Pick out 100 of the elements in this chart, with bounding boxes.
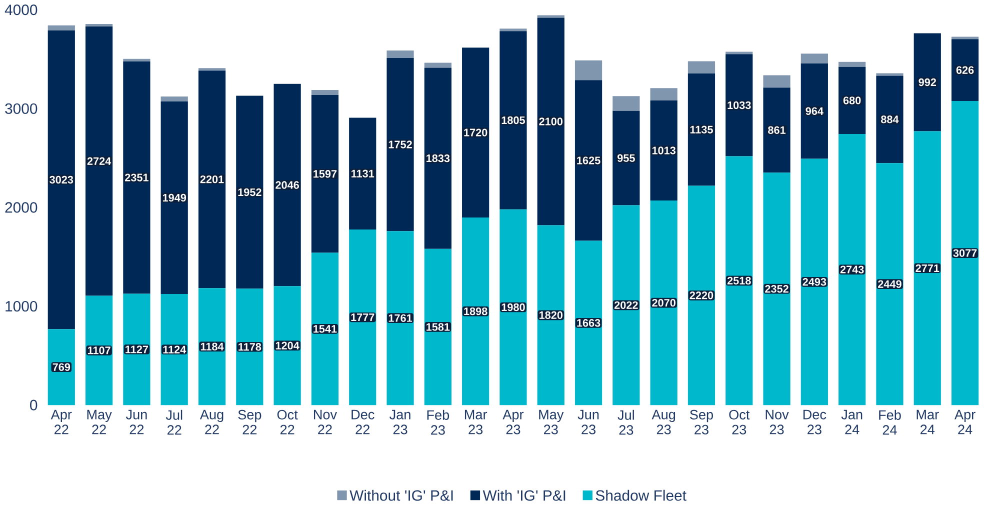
x-tick-label: Jan 24 xyxy=(841,410,862,434)
x-tick-label: Jul 22 xyxy=(166,410,182,435)
data-label: 861 xyxy=(768,126,786,134)
x-tick-label: Feb 24 xyxy=(879,410,901,435)
data-label: 3077 xyxy=(953,249,977,257)
data-label: 1033 xyxy=(728,101,751,110)
data-label: 626 xyxy=(956,66,974,74)
bar xyxy=(914,33,941,132)
x-tick-label: May 22 xyxy=(87,410,112,434)
bar xyxy=(612,96,640,111)
x-tick-label: Jul 23 xyxy=(618,410,634,435)
bar xyxy=(650,88,678,100)
bar xyxy=(763,172,790,406)
bar xyxy=(48,329,75,406)
data-label: 884 xyxy=(881,115,899,124)
bar xyxy=(274,286,301,406)
data-label: 680 xyxy=(843,96,861,104)
bar xyxy=(386,50,414,58)
x-tick-label: May 23 xyxy=(539,410,564,434)
x-tick-label: Jun 23 xyxy=(578,410,599,434)
data-label: 2771 xyxy=(916,264,940,272)
bar xyxy=(48,25,75,30)
data-label: 2449 xyxy=(878,280,902,288)
bar xyxy=(424,68,452,249)
bar xyxy=(876,76,904,164)
data-label: 1980 xyxy=(502,303,525,312)
data-label: 2201 xyxy=(200,175,224,184)
x-tick-label: Aug 22 xyxy=(200,410,224,434)
data-label: 2220 xyxy=(690,291,714,300)
bar xyxy=(688,73,716,186)
data-label: 1833 xyxy=(426,154,450,162)
bar xyxy=(236,288,264,406)
bar xyxy=(650,100,678,200)
bar xyxy=(160,294,188,406)
bar xyxy=(688,61,716,74)
data-label: 2100 xyxy=(539,118,563,126)
legend-label: With 'IG' P&I xyxy=(482,490,566,501)
bar xyxy=(500,31,527,210)
bar xyxy=(800,158,828,406)
data-label: 1952 xyxy=(238,188,262,196)
bar xyxy=(800,54,828,64)
x-tick-label: Oct 22 xyxy=(277,410,298,434)
bar xyxy=(612,110,640,206)
data-label: 955 xyxy=(617,154,635,162)
bar xyxy=(951,36,979,40)
y-tick-label: 2000 xyxy=(5,202,38,213)
data-label: 1949 xyxy=(162,194,186,202)
bar xyxy=(800,63,828,159)
x-tick-label: Sep 23 xyxy=(690,410,713,434)
x-tick-label: Mar 24 xyxy=(916,410,939,434)
bar xyxy=(574,80,602,241)
data-label: 1720 xyxy=(464,128,488,136)
data-label: 1541 xyxy=(314,325,337,333)
bar xyxy=(311,252,339,406)
data-label: 1805 xyxy=(502,116,525,124)
data-label: 1178 xyxy=(238,342,262,351)
x-tick-label: Sep 22 xyxy=(238,410,262,434)
bar xyxy=(612,205,640,406)
data-label: 2724 xyxy=(87,157,112,165)
bar xyxy=(274,84,301,286)
x-tick-label: Mar 23 xyxy=(464,410,488,434)
bar xyxy=(763,88,790,173)
data-label: 2351 xyxy=(125,174,148,182)
bar xyxy=(123,294,150,406)
data-label: 3023 xyxy=(50,176,74,184)
x-tick-label: Jun 22 xyxy=(126,410,147,434)
bar xyxy=(198,288,226,406)
data-label: 1761 xyxy=(388,314,412,322)
bar xyxy=(85,296,113,406)
bar xyxy=(349,118,376,230)
x-tick-label: Oct 23 xyxy=(729,410,750,434)
data-label: 2743 xyxy=(840,266,864,274)
bar xyxy=(876,163,904,406)
bar xyxy=(123,61,150,294)
bar xyxy=(311,94,339,253)
data-label: 2070 xyxy=(652,298,676,307)
data-label: 1013 xyxy=(652,146,676,154)
bar xyxy=(537,225,564,406)
bar xyxy=(914,131,941,406)
data-label: 992 xyxy=(918,78,936,86)
data-label: 1663 xyxy=(577,318,600,327)
y-tick-label: 1000 xyxy=(6,300,38,312)
bar xyxy=(85,26,113,296)
data-label: 1124 xyxy=(163,346,186,354)
data-label: 2518 xyxy=(727,276,751,284)
x-tick-label: Dec 23 xyxy=(803,410,826,434)
bar xyxy=(462,48,490,218)
bar xyxy=(160,96,188,102)
data-label: 1752 xyxy=(388,140,412,148)
x-tick-label: Apr 23 xyxy=(502,410,524,434)
data-label: 1127 xyxy=(126,346,148,354)
bar xyxy=(574,60,602,80)
legend-label: Shadow Fleet xyxy=(596,490,686,501)
y-tick-label: 3000 xyxy=(5,103,38,114)
data-label: 2352 xyxy=(765,284,788,293)
y-tick-label: 0 xyxy=(30,400,38,410)
data-label: 1184 xyxy=(200,342,224,350)
bar xyxy=(424,248,452,406)
data-label: 2493 xyxy=(802,278,826,286)
bar xyxy=(650,200,678,406)
